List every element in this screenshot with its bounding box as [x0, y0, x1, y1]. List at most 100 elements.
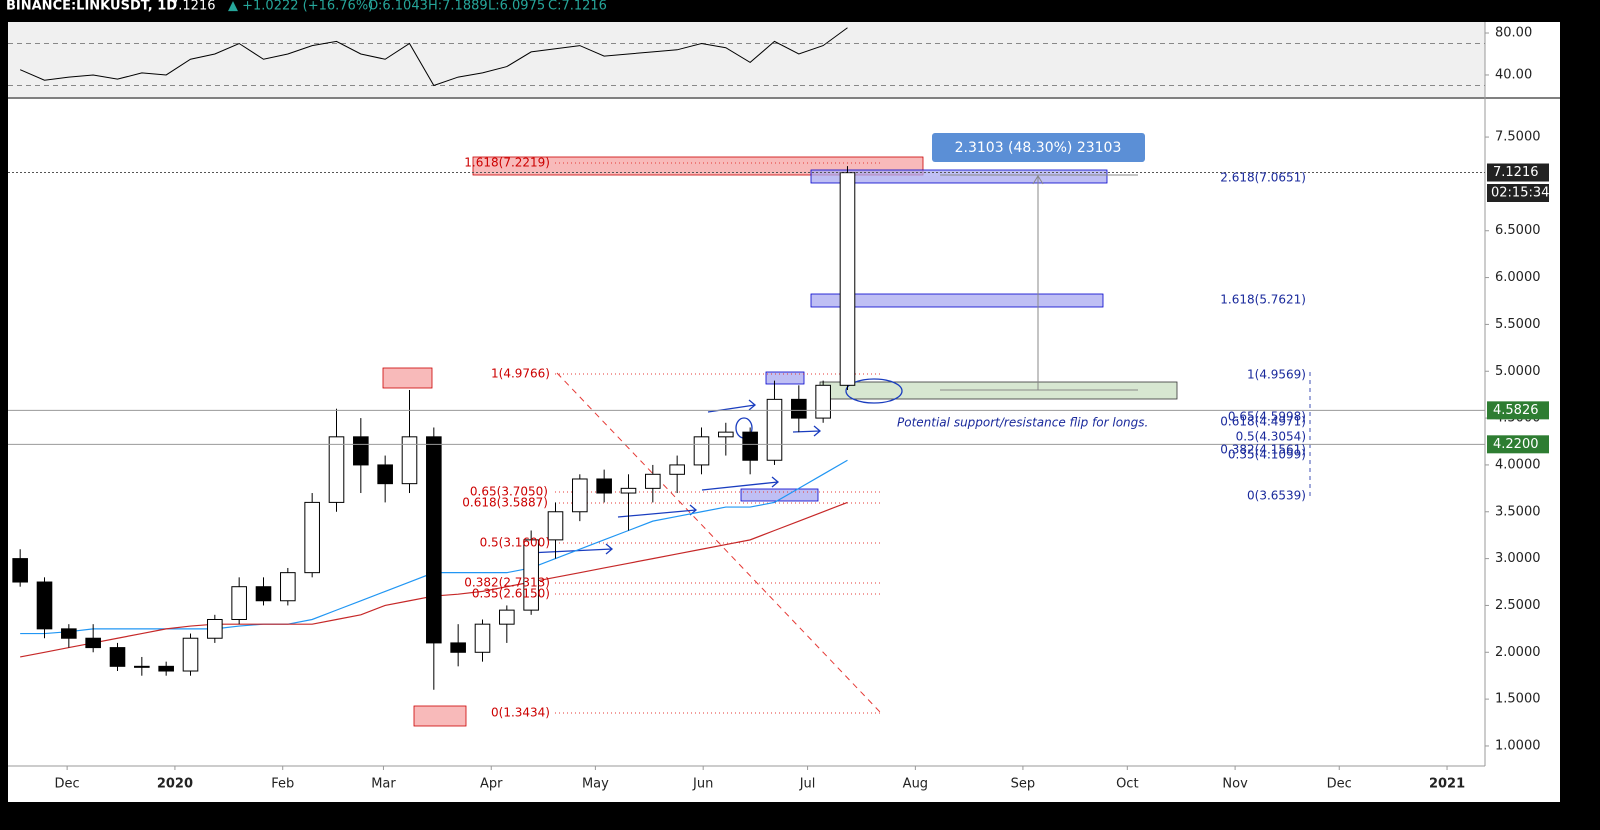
zone-box: [413, 705, 467, 727]
hand-arrow: [792, 430, 821, 433]
hand-arrow: [617, 509, 697, 518]
candle-body: [182, 637, 199, 672]
x-tick-label: Jul: [799, 777, 816, 792]
x-tick-label: Dec: [55, 777, 80, 792]
hand-arrowhead: [771, 476, 780, 488]
candle-body: [572, 478, 588, 513]
y-tick-label: 6.0000: [1495, 270, 1541, 285]
candle-body: [426, 436, 442, 644]
annotation: 2.3103 (48.30%) 23103: [955, 140, 1122, 156]
x-tick-label: 2020: [157, 777, 193, 792]
chart-area: [8, 22, 1560, 802]
hand-arrowhead: [748, 399, 757, 411]
annotation: 0.618(3.5887): [462, 496, 548, 510]
x-tick-label: Oct: [1116, 777, 1138, 792]
zone-box: [765, 371, 805, 385]
y-tick-label: 4.0000: [1495, 457, 1541, 472]
annotation: 0(3.6539): [1247, 489, 1306, 503]
candle-body: [134, 665, 150, 668]
zone-box: [382, 367, 433, 389]
rsi-line: [19, 27, 848, 87]
x-tick-label: Feb: [271, 777, 294, 792]
measure-label-bg: [932, 133, 1145, 162]
zone-box: [810, 169, 1108, 184]
annotation: 0.65(3.7050): [470, 485, 548, 499]
annotation: 0(1.3434): [491, 706, 550, 720]
candle-body: [85, 637, 101, 649]
annotation: Potential support/resistance flip for lo…: [897, 416, 1148, 430]
countdown: 02:15:34: [1491, 186, 1549, 201]
legend-value: L:6.0975: [488, 0, 545, 14]
candle-body: [742, 431, 758, 461]
x-tick-label: Dec: [1327, 777, 1352, 792]
x-tick-label: Mar: [371, 777, 396, 792]
candle-body: [474, 623, 491, 653]
legend-value: 7.1216: [170, 0, 216, 14]
price-label: 4.5826: [1493, 403, 1539, 418]
candle-body: [791, 398, 807, 419]
candle-body: [109, 647, 126, 667]
candle-body: [207, 618, 223, 639]
hand-arrow: [527, 548, 613, 554]
candle-body: [377, 464, 393, 485]
price-label: 4.2200: [1493, 437, 1539, 452]
hand-arrowhead: [813, 425, 822, 437]
candle-body: [280, 572, 296, 602]
zone-box: [810, 293, 1104, 308]
candle-body: [596, 478, 612, 494]
fib-trend: [556, 372, 881, 713]
y-tick-label: 5.5000: [1495, 317, 1541, 332]
y-tick-label: 2.5000: [1495, 598, 1541, 613]
circle-mark: [845, 378, 903, 404]
legend-value: ▲ +1.0222 (+16.76%): [228, 0, 373, 14]
candle-body: [255, 586, 272, 602]
zone-box: [740, 488, 819, 502]
hand-arrowhead: [605, 543, 614, 555]
legend-value: C:7.1216: [548, 0, 607, 14]
x-tick-label: Nov: [1222, 777, 1248, 792]
x-tick-label: Jun: [692, 777, 713, 792]
annotation: 0.382(4.1561): [1220, 443, 1306, 457]
candle-body: [766, 398, 783, 461]
candle-body: [645, 473, 661, 489]
price-label-bg: [1487, 163, 1549, 182]
x-tick-label: 2021: [1429, 777, 1465, 792]
y-tick-label: 2.0000: [1495, 645, 1541, 660]
price-label-bg: [1487, 401, 1549, 420]
rsi-tick-label: 40.00: [1495, 67, 1532, 82]
candle-body: [693, 436, 710, 466]
annotation: 1.618(7.2219): [464, 156, 550, 170]
x-tick-label: Apr: [480, 777, 503, 792]
rsi-tick-label: 80.00: [1495, 26, 1532, 41]
candle-body: [547, 511, 564, 541]
price-label-bg: [1487, 435, 1549, 454]
candle-body: [523, 539, 539, 611]
annotation: 0.382(2.7313): [464, 576, 550, 590]
measure-arrowhead: [1032, 175, 1044, 185]
candle-body: [304, 501, 320, 574]
zone-box: [472, 156, 924, 176]
annotation: 1.618(5.7621): [1220, 293, 1306, 307]
annotation: 0.618(4.4971): [1220, 415, 1306, 429]
countdown-bg: [1487, 184, 1549, 202]
candle-body: [231, 586, 247, 620]
candle-body: [36, 581, 53, 630]
candle-body: [815, 384, 831, 419]
y-tick-label: 1.5000: [1495, 692, 1541, 707]
y-tick-label: 6.5000: [1495, 223, 1541, 238]
candle-body: [620, 487, 637, 494]
candle-body: [499, 609, 515, 625]
candle-body: [158, 665, 174, 672]
candle-body: [353, 436, 369, 466]
annotation: 1(4.9569): [1247, 368, 1306, 382]
candle-body: [669, 464, 685, 475]
annotation: 0.5(3.1600): [480, 536, 550, 550]
y-tick-label: 3.0000: [1495, 551, 1541, 566]
candle-body: [401, 436, 418, 485]
legend-value: H:7.1889: [428, 0, 488, 14]
annotation: 1(4.9766): [491, 367, 550, 381]
x-tick-label: May: [582, 777, 609, 792]
chart-title: BINANCE:LINKUSDT, 1D: [6, 0, 177, 14]
